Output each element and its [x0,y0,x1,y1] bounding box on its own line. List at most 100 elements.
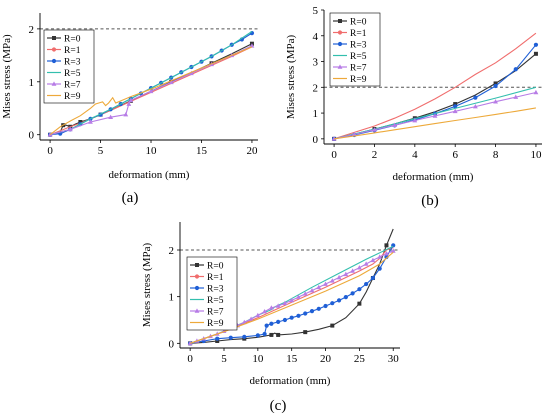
x-tick-label: 15 [196,145,208,157]
x-tick-label: 2 [372,149,378,161]
legend-item: R=1 [190,273,224,283]
legend-marker [338,19,342,23]
data-point [296,313,301,318]
legend-item: R=9 [190,319,224,329]
data-point [316,284,322,290]
series-line [333,32,537,140]
y-tick-label: 5 [313,5,319,17]
data-point [241,319,247,325]
legend-box [186,256,238,331]
y-tick-label: 4 [313,31,319,43]
series-line [190,228,394,344]
data-point [370,275,376,281]
series-line [49,31,253,136]
legend-box [329,12,381,87]
series-R=9 [334,107,536,140]
legend-box [43,29,95,104]
data-point [276,319,281,324]
legend-marker [337,30,343,35]
legend-label: R=3 [64,57,81,67]
data-point [108,114,114,120]
data-point [128,97,134,103]
data-point [513,94,519,99]
data-point [343,295,348,300]
data-point [384,254,389,260]
data-point [316,306,321,311]
data-point [377,266,382,271]
legend-item: R=5 [190,296,224,306]
legend-marker [337,64,343,69]
legend-item: R=0 [47,34,81,44]
data-point [323,303,328,309]
legend-marker [195,263,199,267]
legend-item: R=5 [47,69,81,79]
data-point [168,79,174,85]
x-tick-label: 10 [146,145,158,157]
data-point [329,278,335,283]
data-point [330,301,335,306]
legend-label: R=1 [207,273,224,283]
data-point [249,43,255,48]
series-line [49,46,253,136]
legend-label: R=5 [350,52,367,62]
data-point [384,251,389,256]
x-tick-label: 10 [530,149,542,161]
data-point [363,261,369,266]
legend-label: R=0 [207,261,224,271]
data-point [268,305,274,310]
x-tick-label: 0 [187,353,193,365]
legend: R=0 R=1R=3 R=5R=7 R=9 [186,256,238,331]
data-point [309,309,315,314]
y-axis-label: Mises stress (MPa) [285,35,297,120]
legend-label: R=9 [207,319,224,329]
legend-item: R=1 [333,29,367,39]
y-tick-label: 1 [169,292,175,304]
legend: R=0 R=1R=3 R=5R=7 R=9 [43,29,95,104]
data-point [513,67,518,72]
data-point [350,268,356,273]
y-tick-label: 1 [313,108,319,120]
data-point [452,108,458,114]
legend-item: R=1 [47,46,81,56]
data-point [126,101,132,106]
y-tick-label: 0 [313,134,319,146]
legend-item: R=7 [190,307,224,317]
data-point [472,104,478,109]
legend-item: R=0 [190,261,224,271]
legend-marker [194,274,200,279]
x-tick-label: 20 [246,145,258,157]
legend-label: R=1 [64,46,81,56]
legend-label: R=7 [207,307,224,317]
data-point [392,122,398,127]
series-R=1 [190,247,394,344]
legend-item: R=3 [333,40,367,50]
legend-label: R=5 [64,69,81,79]
legend-item: R=0 [333,17,367,27]
legend-item: R=9 [47,92,81,102]
data-point [493,99,498,104]
legend-label: R=1 [350,29,367,39]
data-point [533,42,539,47]
legend-item: R=7 [333,63,367,73]
data-point [228,335,233,340]
data-point [493,83,498,89]
data-point [364,281,369,287]
data-point [384,243,389,248]
data-point [453,104,458,109]
data-point [88,119,93,124]
x-tick-label: 5 [98,145,104,157]
data-point [357,301,362,306]
y-axis-label: Mises stress (MPa) [1,34,13,119]
data-point [343,271,349,277]
series-R=1 [333,32,537,140]
x-tick-label: 5 [221,353,227,365]
legend-marker [194,285,200,291]
data-point [453,102,458,107]
legend-label: R=0 [64,34,81,44]
data-point [330,323,335,328]
panel-label: (c) [270,398,287,414]
data-point [533,51,538,56]
data-point [302,291,308,296]
data-point [269,332,274,337]
